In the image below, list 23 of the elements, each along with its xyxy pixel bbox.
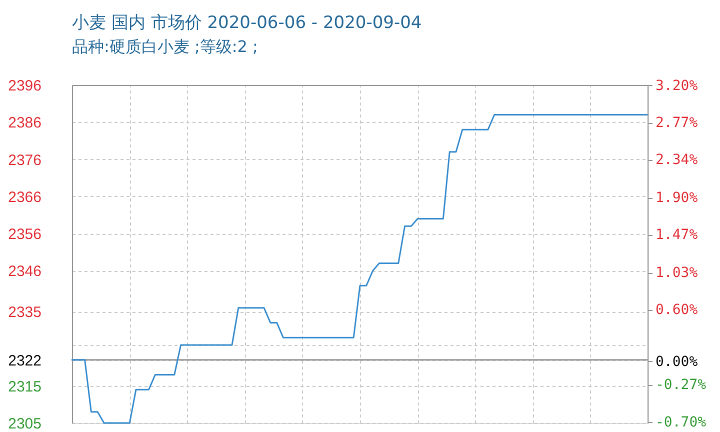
y-tick-label: 2386 [8, 114, 42, 132]
y2-tick-label: -0.27% [656, 377, 707, 394]
y-tick-label: 2305 [8, 416, 42, 432]
y-tick-label: 2315 [8, 378, 42, 396]
y2-tick-label: 1.90% [656, 190, 698, 206]
y2-tick-label: 3.20% [656, 78, 698, 94]
y-tick-label: 2356 [8, 226, 42, 244]
y2-tick-label: -0.70% [656, 414, 707, 430]
chart-title: 小麦 国内 市场价 2020-06-06 - 2020-09-04 [72, 13, 422, 33]
y-tick-label: 2335 [8, 304, 42, 322]
y2-tick-label: 2.34% [656, 152, 698, 168]
y2-tick-label: 2.77% [656, 115, 698, 132]
y2-tick-label: 1.03% [656, 265, 698, 282]
y2-tick-label: 0.00% [656, 354, 698, 370]
y2-tick-label: 0.60% [656, 302, 698, 318]
line-series [71, 114, 649, 424]
y-tick-label: 2366 [8, 188, 42, 206]
y-tick-label: 2322 [8, 352, 42, 370]
chart-subtitle: 品种:硬质白小麦 ;等级:2 ; [72, 37, 258, 56]
y-tick-label: 2376 [8, 152, 42, 169]
y-tick-label: 2346 [8, 263, 42, 280]
y-tick-label: 2396 [8, 78, 42, 94]
y2-tick-label: 1.47% [656, 227, 698, 244]
